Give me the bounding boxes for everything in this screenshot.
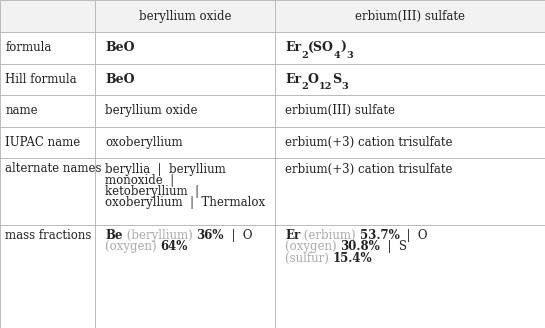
- Text: erbium(+3) cation trisulfate: erbium(+3) cation trisulfate: [285, 163, 452, 176]
- Text: 2: 2: [301, 51, 308, 60]
- Bar: [275, 158, 545, 225]
- Bar: [275, 32, 545, 64]
- Text: beryllium oxide: beryllium oxide: [105, 104, 198, 117]
- Bar: [95, 32, 275, 64]
- Text: Be: Be: [105, 229, 123, 242]
- Bar: [95, 0, 275, 32]
- Bar: [0, 225, 95, 328]
- Bar: [275, 64, 545, 95]
- Text: oxoberyllium  |  Thermalox: oxoberyllium | Thermalox: [105, 196, 265, 209]
- Bar: [0, 32, 95, 64]
- Bar: [0, 158, 95, 225]
- Text: BeO: BeO: [105, 73, 135, 86]
- Bar: [95, 225, 275, 328]
- Bar: [0, 0, 95, 32]
- Bar: [95, 95, 275, 127]
- Text: BeO: BeO: [105, 41, 135, 54]
- Bar: [275, 158, 545, 225]
- Text: O: O: [308, 73, 319, 86]
- Text: erbium(+3) cation trisulfate: erbium(+3) cation trisulfate: [285, 136, 452, 149]
- Text: (oxygen): (oxygen): [105, 240, 161, 254]
- Text: (erbium): (erbium): [300, 229, 360, 242]
- Text: 15.4%: 15.4%: [332, 252, 372, 265]
- Text: 30.8%: 30.8%: [341, 240, 380, 254]
- Text: 36%: 36%: [196, 229, 223, 242]
- Text: |  S: | S: [380, 240, 407, 254]
- Bar: [0, 32, 95, 64]
- Text: 3: 3: [341, 82, 348, 91]
- Bar: [0, 64, 95, 95]
- Bar: [95, 32, 275, 64]
- Text: Er: Er: [285, 41, 301, 54]
- Bar: [275, 127, 545, 158]
- Bar: [275, 225, 545, 328]
- Bar: [0, 95, 95, 127]
- Bar: [0, 64, 95, 95]
- Bar: [275, 127, 545, 158]
- Bar: [0, 0, 95, 32]
- Bar: [95, 64, 275, 95]
- Text: Er: Er: [285, 229, 300, 242]
- Bar: [95, 127, 275, 158]
- Text: Hill formula: Hill formula: [5, 73, 77, 86]
- Text: ): ): [341, 41, 347, 54]
- Bar: [0, 127, 95, 158]
- Text: (SO: (SO: [308, 41, 334, 54]
- Text: (sulfur): (sulfur): [285, 252, 332, 265]
- Bar: [0, 225, 95, 328]
- Text: beryllia  |  beryllium: beryllia | beryllium: [105, 163, 226, 176]
- Bar: [95, 0, 275, 32]
- Text: Er: Er: [285, 73, 301, 86]
- Text: S: S: [332, 73, 341, 86]
- Text: (oxygen): (oxygen): [285, 240, 341, 254]
- Text: erbium(III) sulfate: erbium(III) sulfate: [355, 10, 465, 23]
- Text: 53.7%: 53.7%: [360, 229, 399, 242]
- Text: ketoberyllium  |: ketoberyllium |: [105, 185, 199, 198]
- Text: 2: 2: [301, 82, 308, 91]
- Text: |  O: | O: [399, 229, 428, 242]
- Text: alternate names: alternate names: [5, 162, 102, 175]
- Text: beryllium oxide: beryllium oxide: [139, 10, 232, 23]
- Text: |  O: | O: [223, 229, 252, 242]
- Text: 12: 12: [319, 82, 332, 91]
- Bar: [95, 225, 275, 328]
- Text: erbium(III) sulfate: erbium(III) sulfate: [285, 104, 395, 117]
- Bar: [95, 127, 275, 158]
- Bar: [0, 95, 95, 127]
- Bar: [95, 158, 275, 225]
- Text: monoxide  |: monoxide |: [105, 174, 174, 187]
- Bar: [275, 95, 545, 127]
- Text: formula: formula: [5, 41, 52, 54]
- Text: mass fractions: mass fractions: [5, 229, 92, 242]
- Text: IUPAC name: IUPAC name: [5, 136, 81, 149]
- Text: 64%: 64%: [161, 240, 188, 254]
- Text: name: name: [5, 104, 38, 117]
- Bar: [275, 64, 545, 95]
- Bar: [275, 95, 545, 127]
- Bar: [95, 158, 275, 225]
- Text: 4: 4: [334, 51, 341, 60]
- Text: (beryllium): (beryllium): [123, 229, 196, 242]
- Text: oxoberyllium: oxoberyllium: [105, 136, 183, 149]
- Bar: [0, 127, 95, 158]
- Bar: [95, 95, 275, 127]
- Bar: [275, 225, 545, 328]
- Bar: [275, 32, 545, 64]
- Bar: [275, 0, 545, 32]
- Bar: [275, 0, 545, 32]
- Bar: [0, 158, 95, 225]
- Text: 3: 3: [347, 51, 353, 60]
- Bar: [95, 64, 275, 95]
